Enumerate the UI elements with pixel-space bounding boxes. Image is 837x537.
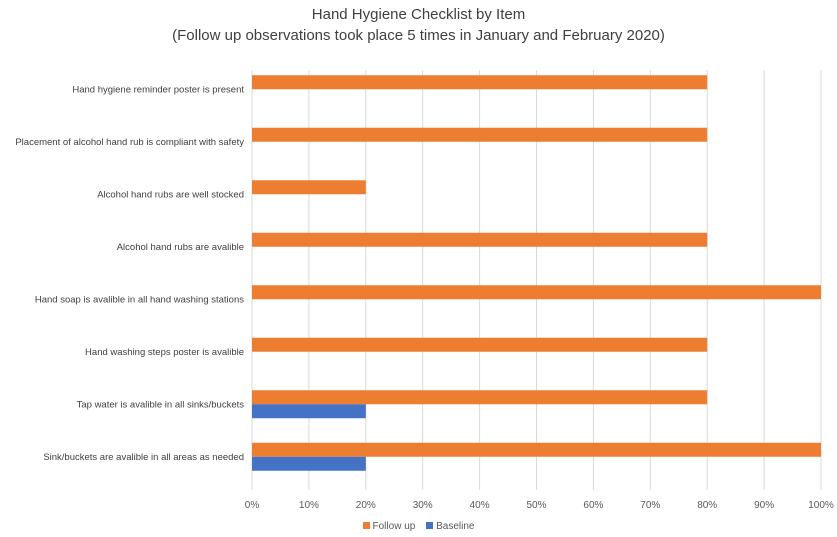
- x-tick-label: 0%: [245, 500, 260, 511]
- legend: Follow up Baseline: [0, 521, 837, 532]
- x-tick-label: 70%: [640, 500, 660, 511]
- x-tick-label: 60%: [583, 500, 603, 511]
- x-tick-label: 80%: [697, 500, 717, 511]
- bar-follow-up: [252, 75, 708, 90]
- legend-swatch-baseline: [426, 522, 434, 529]
- x-tick-label: 90%: [754, 500, 774, 511]
- bar-baseline: [252, 456, 366, 471]
- legend-label-follow-up: Follow up: [372, 521, 416, 532]
- x-tick-label: 100%: [808, 500, 834, 511]
- chart-title: Hand Hygiene Checklist by Item: [311, 6, 526, 23]
- bar-follow-up: [252, 285, 821, 300]
- category-label: Hand washing steps poster is avalible: [85, 347, 244, 358]
- x-tick-label: 50%: [526, 500, 546, 511]
- category-label: Hand hygiene reminder poster is present: [72, 84, 244, 95]
- bar-follow-up: [252, 180, 366, 195]
- bar-follow-up: [252, 390, 708, 405]
- bar-follow-up: [252, 337, 708, 352]
- chart-subtitle: (Follow up observations took place 5 tim…: [172, 27, 665, 44]
- legend-item-baseline: Baseline: [426, 521, 474, 532]
- x-tick-label: 20%: [356, 500, 376, 511]
- category-label: Alcohol hand rubs are avalible: [117, 242, 244, 253]
- x-tick-label: 40%: [470, 500, 490, 511]
- category-label: Alcohol hand rubs are well stocked: [97, 189, 244, 200]
- bar-follow-up: [252, 232, 708, 247]
- category-label: Hand soap is avalible in all hand washin…: [35, 294, 244, 305]
- bar-follow-up: [252, 442, 821, 457]
- legend-label-baseline: Baseline: [436, 521, 475, 532]
- x-tick-label: 10%: [299, 500, 319, 511]
- category-label: Tap water is avalible in all sinks/bucke…: [77, 399, 245, 410]
- bar-follow-up: [252, 127, 708, 142]
- category-label: Sink/buckets are avalible in all areas a…: [43, 452, 244, 463]
- category-label: Placement of alcohol hand rub is complia…: [15, 137, 244, 148]
- x-tick-label: 30%: [413, 500, 433, 511]
- legend-swatch-follow-up: [362, 522, 370, 529]
- bar-baseline: [252, 404, 366, 419]
- legend-item-follow-up: Follow up: [362, 521, 416, 532]
